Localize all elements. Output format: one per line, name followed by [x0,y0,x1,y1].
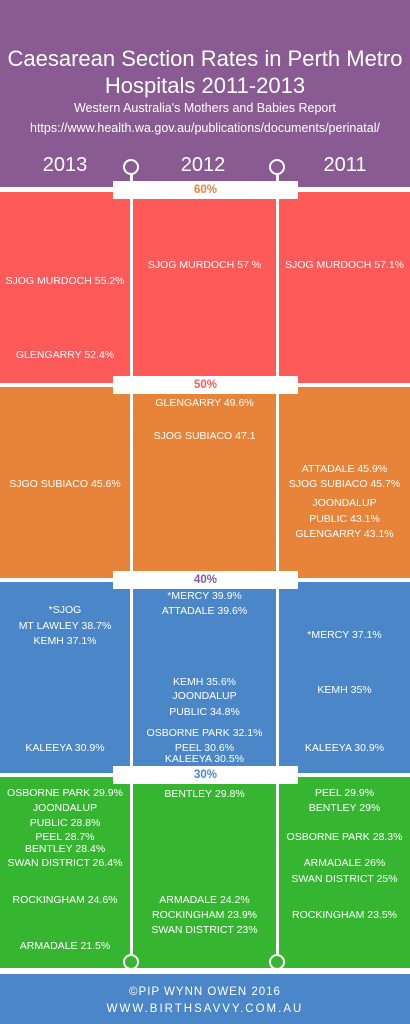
tick-label-50: 50% [113,376,298,394]
data-label: PEEL 30.6% [174,742,235,754]
data-label: KEMH 35.6% [172,676,237,688]
data-label: SJOG SUBIACO 47.1 [153,430,256,442]
footer-banner [0,974,410,1024]
data-label: PUBLIC 43.1% [309,513,380,525]
data-label: SWAN DISTRICT 26.4% [7,857,123,869]
data-label: SJGO SUBIACO 45.6% [9,478,121,490]
circle-marker [123,159,139,175]
band-30 [0,777,410,968]
source-url: https://www.health.wa.gov.au/publication… [30,121,380,135]
data-label: JOONDALUP [32,802,98,814]
data-label: KEMH 37.1% [33,635,97,647]
tick-label-40: 40% [113,571,298,589]
timeline-line-2012 [130,168,133,964]
data-label: BENTLEY 29% [308,802,381,814]
circle-marker [269,954,285,970]
data-label: *MERCY 37.1% [307,629,382,641]
data-label: SWAN DISTRICT 23% [151,924,258,936]
data-label: ARMADALE 26% [303,857,386,869]
circle-marker [123,954,139,970]
column-header-2013: 2013 [42,154,88,176]
data-label: PUBLIC 28.8% [29,817,101,829]
data-label: OSBORNE PARK 28.3% [286,831,403,843]
band-60 [0,192,410,383]
tick-label-30: 30% [113,766,298,784]
data-label: ROCKINGHAM 23.5% [291,909,398,921]
data-label: SJOG MURDOCH 57 % [147,259,262,271]
data-label: *MERCY 39.9% [167,590,242,602]
data-label: ATTADALE 39.6% [161,605,248,617]
data-label: GLENGARRY 49.6% [155,397,254,409]
data-label: SJOG MURDOCH 57.1% [284,259,405,271]
data-label: JOONDALUP [312,497,377,509]
data-label: OSBORNE PARK 29.9% [7,787,123,799]
band-50 [0,387,410,578]
column-header-2012: 2012 [180,154,226,176]
data-label: BENTLEY 29.8% [164,788,245,800]
data-label: ROCKINGHAM 24.6% [12,894,118,906]
column-header-2011: 2011 [323,154,367,176]
circle-marker [269,159,285,175]
data-label: SJOG SUBIACO 45.7% [288,478,401,490]
data-label: PEEL 28.7% [35,831,95,843]
data-label: PUBLIC 34.8% [169,706,240,718]
data-label: ATTADALE 45.9% [301,463,388,475]
data-label: ARMADALE 21.5% [19,940,111,952]
data-label: OSBORNE PARK 32.1% [146,727,263,739]
data-label: MT LAWLEY 38.7% [18,620,112,632]
data-label: ROCKINGHAM 23.9% [151,909,258,921]
data-label: GLENGARRY 52.4% [15,349,115,361]
timeline-line-2011 [276,168,279,964]
header-banner [0,0,410,187]
data-label: BENTLEY 28.4% [24,843,106,855]
chart-subtitle: Western Australia's Mothers and Babies R… [73,101,336,115]
chart-title: Caesarean Section Rates in Perth Metro H… [7,46,403,98]
footer-website: WWW.BIRTHSAVVY.COM.AU [106,1003,304,1015]
data-label: *SJOG [48,604,82,616]
data-label: SJOG MURDOCH 55.2% [5,275,125,287]
data-label: ARMADALE 24.2% [159,894,250,906]
band-40 [0,582,410,773]
data-label: KALEEYA 30.9% [25,742,105,754]
data-label: KEMH 35% [317,684,372,696]
data-label: SWAN DISTRICT 25% [291,873,398,885]
footer-copyright: ©PIP WYNN OWEN 2016 [129,986,281,998]
data-label: GLENGARRY 43.1% [295,528,394,540]
data-label: JOONDALUP [172,690,237,702]
data-label: KALEEYA 30.5% [164,753,245,765]
data-label: PEEL 29.9% [314,787,375,799]
tick-label-60: 60% [113,181,298,199]
data-label: KALEEYA 30.9% [304,742,385,754]
